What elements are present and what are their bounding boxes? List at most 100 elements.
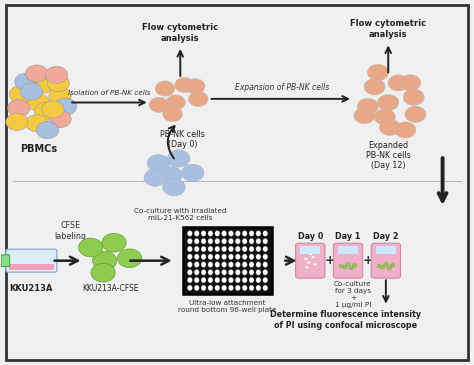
Circle shape	[311, 256, 315, 258]
Ellipse shape	[236, 269, 240, 275]
Circle shape	[400, 75, 421, 91]
Ellipse shape	[249, 269, 254, 275]
Ellipse shape	[208, 246, 213, 252]
Text: Co-culture
for 3 days
+
1 µg/ml PI: Co-culture for 3 days + 1 µg/ml PI	[334, 281, 372, 308]
Circle shape	[92, 251, 117, 270]
Circle shape	[55, 98, 77, 115]
Text: PBMCs: PBMCs	[20, 144, 57, 154]
Text: Expansion of PB-NK cells: Expansion of PB-NK cells	[235, 83, 329, 92]
Circle shape	[20, 83, 43, 100]
Circle shape	[49, 111, 71, 128]
Ellipse shape	[201, 246, 206, 252]
FancyBboxPatch shape	[6, 249, 57, 272]
Ellipse shape	[242, 246, 247, 252]
Ellipse shape	[222, 231, 227, 236]
Ellipse shape	[194, 238, 199, 244]
Ellipse shape	[228, 269, 233, 275]
Ellipse shape	[228, 238, 233, 244]
Ellipse shape	[242, 285, 247, 291]
Text: Day 1: Day 1	[336, 233, 361, 241]
Ellipse shape	[263, 277, 268, 283]
Circle shape	[305, 266, 309, 268]
Text: Expanded
PB-NK cells
(Day 12): Expanded PB-NK cells (Day 12)	[366, 141, 410, 170]
Ellipse shape	[249, 285, 254, 291]
Ellipse shape	[208, 254, 213, 260]
Ellipse shape	[228, 285, 233, 291]
Circle shape	[33, 76, 55, 93]
Ellipse shape	[249, 246, 254, 252]
Text: Flow cytometric
analysis: Flow cytometric analysis	[350, 19, 426, 39]
Ellipse shape	[263, 269, 268, 275]
Bar	[338, 246, 358, 254]
Ellipse shape	[256, 254, 261, 260]
Text: Flow cytometric
analysis: Flow cytometric analysis	[142, 23, 219, 42]
Ellipse shape	[208, 277, 213, 283]
Circle shape	[79, 238, 103, 257]
Circle shape	[388, 75, 409, 91]
Ellipse shape	[242, 238, 247, 244]
Circle shape	[27, 94, 50, 111]
Ellipse shape	[228, 246, 233, 252]
Circle shape	[307, 261, 310, 264]
Ellipse shape	[249, 238, 254, 244]
Text: PB-NK cells
(Day 0): PB-NK cells (Day 0)	[160, 130, 205, 149]
Circle shape	[160, 166, 182, 184]
Circle shape	[339, 264, 344, 268]
Circle shape	[46, 66, 68, 84]
Circle shape	[149, 97, 169, 112]
Circle shape	[6, 113, 28, 130]
Bar	[301, 246, 320, 254]
Ellipse shape	[228, 254, 233, 260]
Ellipse shape	[208, 238, 213, 244]
Ellipse shape	[187, 262, 192, 267]
Ellipse shape	[215, 246, 220, 252]
Ellipse shape	[242, 231, 247, 236]
Ellipse shape	[236, 262, 240, 267]
Ellipse shape	[201, 262, 206, 267]
FancyBboxPatch shape	[296, 243, 325, 278]
Circle shape	[167, 150, 190, 167]
Circle shape	[395, 122, 416, 138]
Ellipse shape	[249, 254, 254, 260]
Text: Determine fluorescence intensity
of PI using confocal microscope: Determine fluorescence intensity of PI u…	[270, 310, 421, 330]
Circle shape	[378, 95, 399, 111]
Ellipse shape	[208, 262, 213, 267]
Circle shape	[349, 266, 354, 270]
Circle shape	[383, 262, 388, 266]
Ellipse shape	[256, 231, 261, 236]
Ellipse shape	[194, 246, 199, 252]
Circle shape	[35, 102, 57, 119]
Ellipse shape	[222, 238, 227, 244]
Text: CFSE
labeling: CFSE labeling	[55, 221, 87, 241]
Circle shape	[374, 109, 395, 125]
Circle shape	[144, 169, 166, 186]
FancyBboxPatch shape	[333, 243, 363, 278]
Ellipse shape	[256, 262, 261, 267]
Circle shape	[118, 249, 142, 268]
Circle shape	[102, 233, 126, 252]
Ellipse shape	[256, 238, 261, 244]
FancyBboxPatch shape	[1, 255, 9, 266]
Ellipse shape	[187, 285, 192, 291]
Text: Day 0: Day 0	[298, 233, 323, 241]
Circle shape	[26, 65, 48, 82]
Ellipse shape	[194, 262, 199, 267]
Ellipse shape	[215, 269, 220, 275]
Ellipse shape	[201, 285, 206, 291]
Ellipse shape	[236, 285, 240, 291]
Circle shape	[163, 107, 182, 122]
Ellipse shape	[215, 285, 220, 291]
Text: KKU213A: KKU213A	[10, 284, 53, 293]
Circle shape	[189, 92, 208, 107]
Text: +: +	[363, 254, 373, 267]
Ellipse shape	[215, 277, 220, 283]
Circle shape	[405, 106, 426, 122]
Text: Co-culture with irradiated
miL-21-K562 cells: Co-culture with irradiated miL-21-K562 c…	[134, 208, 227, 221]
Bar	[376, 246, 396, 254]
Ellipse shape	[215, 238, 220, 244]
Ellipse shape	[263, 262, 268, 267]
Circle shape	[147, 155, 170, 172]
Circle shape	[380, 265, 385, 269]
Ellipse shape	[263, 231, 268, 236]
Ellipse shape	[222, 262, 227, 267]
